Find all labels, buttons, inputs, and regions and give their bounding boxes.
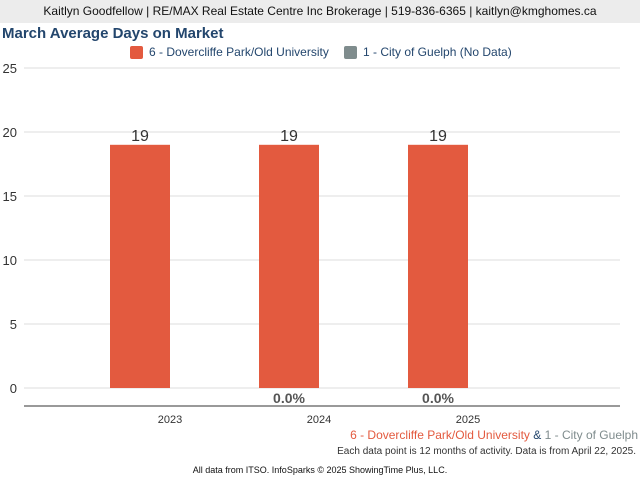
x-tick-label: 2024 [307,414,331,426]
chart-legend: 6 - Dovercliffe Park/Old University 1 - … [0,45,640,63]
footer-source: All data from ITSO. InfoSparks © 2025 Sh… [192,465,448,475]
chart-title: March Average Days on Market [2,25,224,42]
legend-swatch-series-1 [130,45,143,59]
y-tick-label: 10 [3,253,17,268]
percent-change-label: 0.0% [273,390,305,406]
agent-contact-bar: Kaitlyn Goodfellow | RE/MAX Real Estate … [0,0,640,23]
legend-label-series-2: 1 - City of Guelph (No Data) [363,45,512,59]
percent-change-label: 0.0% [422,390,454,406]
y-tick-label: 15 [3,189,17,204]
x-tick-label: 2023 [158,414,182,426]
bar [408,144,468,388]
y-tick-label: 25 [3,61,17,76]
footer-series-names: 6 - Dovercliffe Park/Old University & 1 … [350,428,638,442]
legend-item-series-1[interactable]: 6 - Dovercliffe Park/Old University [130,45,329,59]
footer-note: Each data point is 12 months of activity… [337,446,636,457]
legend-item-series-2[interactable]: 1 - City of Guelph (No Data) [344,45,512,59]
y-tick-label: 5 [10,317,17,332]
footer-ampersand: & [533,428,542,442]
bar-data-label: 19 [429,128,447,145]
x-tick-label: 2025 [456,414,480,426]
footer-series-1-name: 6 - Dovercliffe Park/Old University [350,428,530,442]
legend-swatch-series-2 [344,45,357,59]
bar-data-label: 19 [280,128,298,145]
y-tick-label: 0 [10,381,17,396]
y-tick-label: 20 [3,125,17,140]
bar-data-label: 19 [131,128,149,145]
bar [259,144,319,388]
footer-series-2-name: 1 - City of Guelph [544,428,638,442]
bar [110,144,170,388]
legend-label-series-1: 6 - Dovercliffe Park/Old University [149,45,329,59]
agent-contact-text: Kaitlyn Goodfellow | RE/MAX Real Estate … [43,4,597,18]
